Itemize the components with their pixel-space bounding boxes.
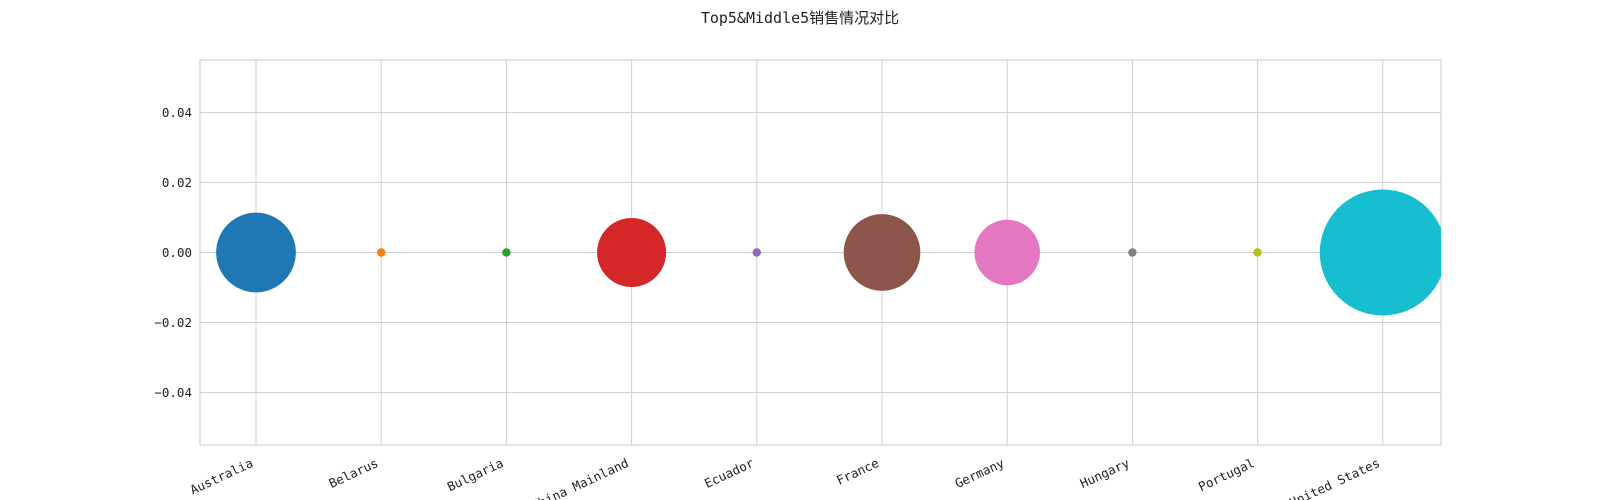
bubble-united-states — [1319, 189, 1441, 316]
bubble-ecuador — [752, 248, 761, 257]
x-tick-label: Bulgaria — [445, 455, 506, 494]
x-tick-label: Germany — [952, 455, 1007, 491]
x-tick-label: Portugal — [1196, 455, 1257, 494]
bubble-china-mainland — [597, 217, 667, 288]
y-tick-label: −0.02 — [154, 315, 192, 330]
x-tick-label: France — [834, 455, 881, 488]
x-tick-label: Australia — [188, 455, 256, 497]
bubbles — [216, 189, 1441, 316]
x-tick-label: Ecuador — [702, 455, 757, 491]
bubble-germany — [974, 219, 1040, 286]
x-tick-label: China Mainland — [529, 455, 631, 500]
y-tick-label: 0.00 — [162, 245, 192, 260]
chart-title: Top5&Middle5销售情况对比 — [701, 9, 899, 27]
y-tick-label: 0.04 — [162, 105, 192, 120]
y-tick-label: 0.02 — [162, 175, 192, 190]
bubble-belarus — [377, 248, 386, 257]
x-tick-label: Belarus — [326, 455, 380, 491]
x-tick-label: United States — [1287, 455, 1382, 500]
bubble-australia — [216, 212, 296, 293]
y-axis: −0.04 −0.02 0.00 0.02 0.04 — [154, 105, 192, 400]
y-tick-label: −0.04 — [154, 385, 192, 400]
bubble-hungary — [1128, 248, 1137, 257]
x-tick-label: Hungary — [1078, 455, 1133, 491]
bubble-france — [843, 214, 921, 291]
bubble-portugal — [1253, 248, 1262, 257]
bubble-bulgaria — [502, 248, 511, 257]
x-axis: Australia Belarus Bulgaria China Mainland Ec… — [188, 455, 1383, 500]
